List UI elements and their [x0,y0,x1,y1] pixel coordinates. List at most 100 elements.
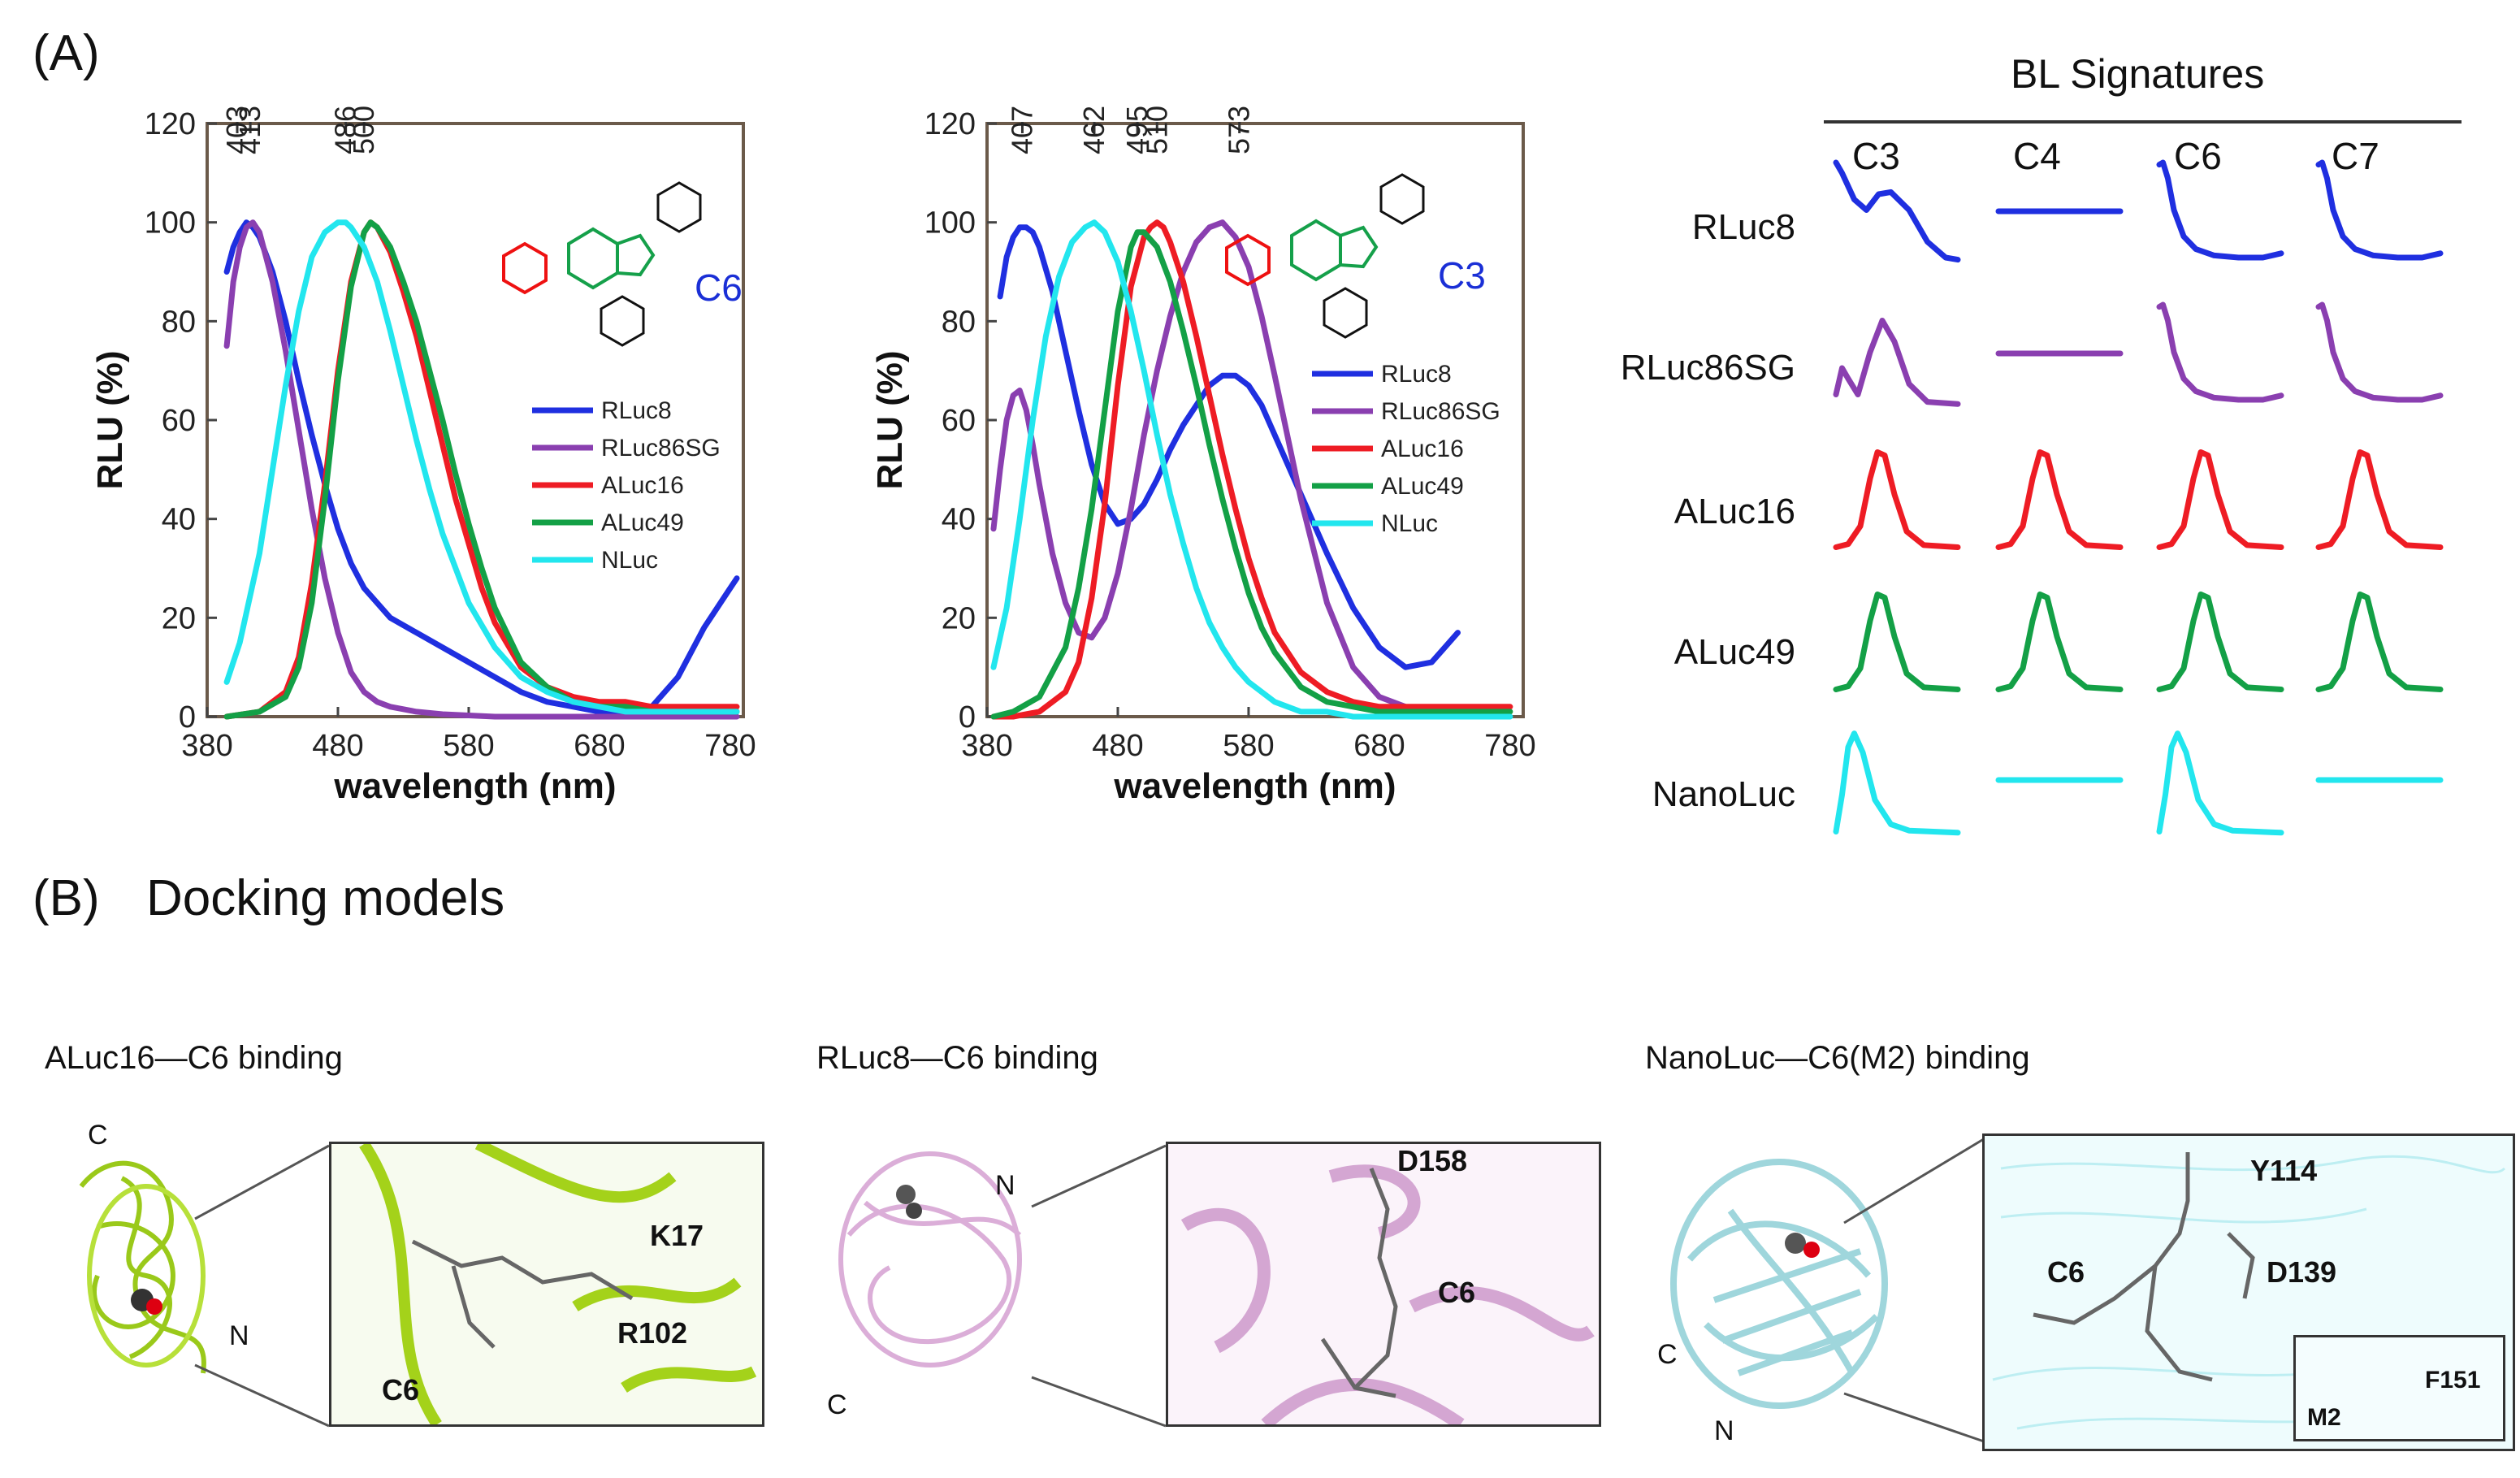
signature-curve-rluc86sg-c6 [2156,301,2284,403]
chart2-y-tick-label: 100 [924,206,976,241]
chart2-y-tick-label: 40 [942,503,976,537]
signature-curve-rluc8-c6 [2156,159,2284,261]
chart1-substrate-imidazole-ring [617,233,656,277]
nanoluc-residue-d139: D139 [2267,1255,2337,1289]
signature-curve-aluc49-c6 [2156,592,2284,692]
panel-a-label: (A) [32,25,100,81]
nanoluc-ligand-c6: C6 [2047,1255,2085,1289]
chart2-y-axis-title: RLU (%) [870,350,910,489]
chart2-x-tick-label: 480 [1092,729,1143,763]
chart2-substrate-top-ring [1379,173,1425,225]
panel-b-label: (B) [32,870,100,926]
sig-row-label-rluc8: RLuc8 [1691,207,1795,247]
rluc8-zoom-art [1180,1164,1595,1430]
chart1-legend-label-rluc8: RLuc8 [601,397,672,424]
signature-curve-aluc16-c7 [2315,449,2444,550]
chart1-legend-label-aluc49: ALuc49 [601,509,684,536]
chart1-series-nluc [223,219,740,715]
signature-curve-rluc8-c7 [2315,159,2444,261]
sig-col-c6: C6 [2174,135,2222,177]
sig-col-c7: C7 [2332,135,2379,177]
signature-curve-aluc16-c4 [1995,449,2124,550]
chart2-legend-label-aluc16: ALuc16 [1381,436,1464,462]
chart1-x-tick-label: 480 [312,729,363,763]
rluc8-residue-d158: D158 [1397,1144,1468,1177]
nanoluc-residue-f151: F151 [2425,1367,2481,1393]
chart1-x-tick-label: 780 [704,729,756,763]
chart2-peak-label: 510 [1140,106,1173,154]
chart1-substrate-phenol-ring [502,241,548,295]
sig-row-label-aluc16: ALuc16 [1674,492,1795,531]
sig-col-c3: C3 [1852,135,1900,177]
aluc16-zoom-lines [194,1144,330,1428]
docking-caption-nanoluc: NanoLuc—C6(M2) binding [1645,1040,2030,1076]
chart2-legend-label-rluc86sg: RLuc86SG [1381,398,1500,425]
nanoluc-terminus-n: N [1714,1415,1734,1446]
rluc8-zoom-lines [1031,1144,1167,1428]
nanoluc-zoom-box [1982,1133,2515,1451]
signatures-grid [1833,159,2444,836]
chart1-substrate-top-ring [656,181,702,233]
chart2-peak-label: 573 [1223,106,1256,154]
chart2-x-tick-label: 780 [1484,729,1535,763]
sig-row-label-rluc86sg: RLuc86SG [1620,348,1795,388]
chart1-peak-label: 500 [347,106,380,154]
chart2-substrate-phenol-ring [1225,233,1271,287]
signature-curve-aluc16-c3 [1833,449,1961,550]
aluc16-ligand-c6: C6 [382,1373,420,1406]
aluc16-residue-r102: R102 [617,1316,688,1350]
chart2-peak-label: 495 [1120,106,1154,154]
chart2-peak-label: 407 [1005,106,1038,154]
chart1-peak-label: 413 [233,106,266,154]
rluc8-terminus-n: N [995,1170,1015,1201]
signature-curve-rluc86sg-c3 [1833,318,1961,407]
chart1-substrate-benzyl-ring [600,295,645,347]
chart1-substrate-label: C6 [695,267,743,309]
signature-curve-aluc49-c3 [1833,592,1961,692]
chart1-x-axis-title: wavelength (nm) [333,766,616,806]
chart1-substrate-structure [502,181,702,347]
nanoluc-terminus-c: C [1657,1339,1678,1370]
chart2-series-nluc [990,219,1513,720]
aluc16-residue-k17: K17 [650,1219,704,1252]
chart1-y-tick-label: 120 [145,107,196,141]
aluc16-terminus-n: N [229,1320,249,1351]
chart2-series-aluc49 [990,229,1513,720]
panel-b-title: Docking models [146,870,505,926]
signatures-title: BL Signatures [2011,51,2265,97]
chart2-peak-label: 462 [1077,106,1111,154]
signature-curve-rluc8-c3 [1833,159,1961,263]
chart2-x-tick-label: 580 [1223,729,1274,763]
chart2-series-aluc16 [990,219,1513,720]
chart2-y-tick-label: 60 [942,404,976,438]
chart1-y-tick-label: 60 [162,404,196,438]
rluc8-terminus-c: C [827,1389,847,1420]
chart1-y-tick-label: 0 [179,700,196,735]
chart2-legend-label-rluc8: RLuc8 [1381,361,1452,388]
rluc8-ligand-c6: C6 [1438,1276,1476,1309]
chart1-legend-label-nluc: NLuc [601,547,658,574]
rluc8-structure [838,1151,1022,1367]
nanoluc-structure [1670,1159,1888,1409]
signatures-divider [1824,120,2462,124]
chart1-legend-label-aluc16: ALuc16 [601,472,684,499]
signature-curve-aluc49-c4 [1995,592,2124,692]
aluc16-structure [79,1160,206,1374]
docking-caption-rluc8: RLuc8—C6 binding [816,1040,1098,1076]
chart1-x-tick-label: 580 [443,729,494,763]
spectrum-chart-c3: 380 480 580 680 780 0 20 40 60 80 100 120 wavelength… [870,106,1536,806]
chart1-y-tick-label: 80 [162,305,196,339]
chart1-x-tick-label: 380 [181,729,232,763]
nanoluc-inset-box [2293,1335,2505,1441]
chart2-y-tick-label: 120 [924,107,976,141]
rluc8-zoom-box [1166,1142,1601,1430]
chart2-x-tick-label: 380 [961,729,1012,763]
signature-curve-rluc86sg-c7 [2315,301,2444,403]
sig-col-c4: C4 [2013,135,2061,177]
chart2-legend-label-aluc49: ALuc49 [1381,473,1464,500]
signature-curve-nanoluc-c3 [1833,730,1961,836]
chart2-x-axis-title: wavelength (nm) [1113,766,1396,806]
docking-caption-aluc16: ALuc16—C6 binding [45,1040,343,1076]
spectrum-chart-c6: 380 480 580 680 780 0 20 40 60 80 100 120 wavelength… [90,106,756,806]
chart1-series-rluc86sg [223,219,740,720]
